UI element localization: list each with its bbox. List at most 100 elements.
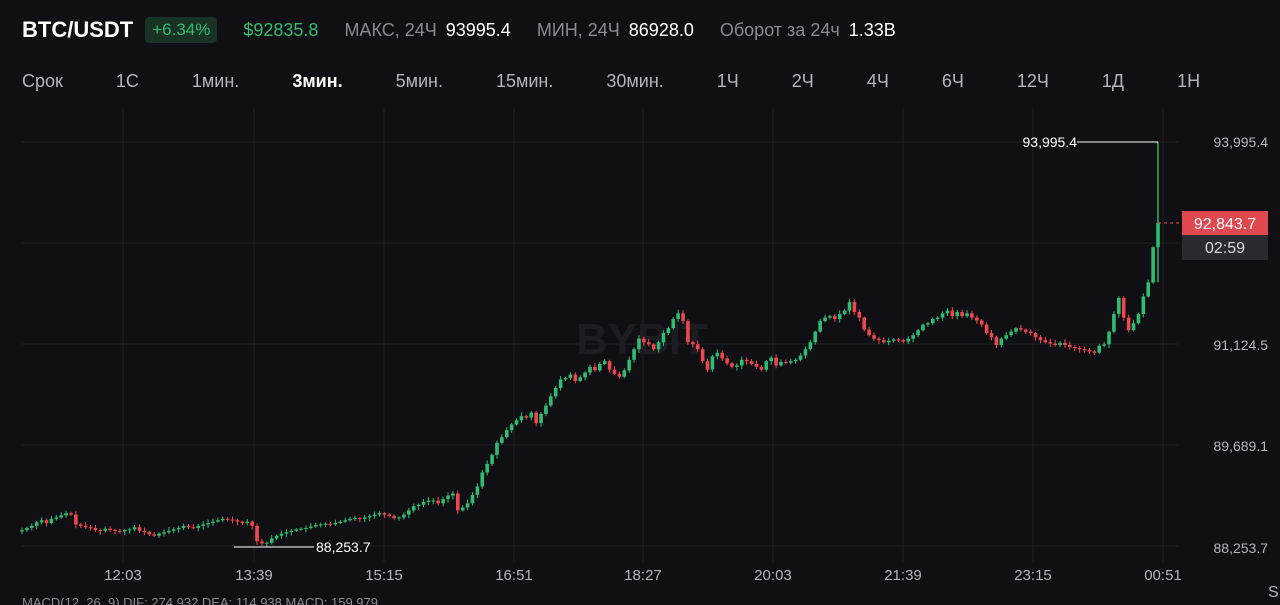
- candle-body: [666, 328, 671, 334]
- candle-body: [906, 338, 911, 342]
- candle-body: [137, 527, 142, 531]
- candle-body: [74, 514, 78, 525]
- y-tick-label: 89,689.1: [1214, 438, 1269, 454]
- candle-body: [1068, 345, 1072, 348]
- candle-body: [88, 527, 93, 529]
- low-24h-label: МИН, 24Ч: [536, 19, 620, 40]
- interval-1s[interactable]: 1С: [115, 70, 139, 91]
- candle-body: [59, 515, 63, 518]
- candle-body: [979, 320, 984, 325]
- interval-12h[interactable]: 12Ч: [1016, 70, 1049, 91]
- candle-body: [333, 523, 338, 525]
- candle-body: [612, 369, 617, 374]
- interval-1d[interactable]: 1Д: [1101, 70, 1125, 91]
- candle-body: [93, 527, 98, 531]
- candle-body: [436, 500, 441, 504]
- candle-body: [593, 366, 597, 371]
- interval-3m[interactable]: 3мин.: [292, 70, 343, 91]
- interval-1w[interactable]: 1Н: [1177, 70, 1201, 91]
- interval-30m[interactable]: 30мин.: [606, 70, 664, 91]
- markers: 93,995.4 88,253.7: [234, 134, 1182, 555]
- high-marker-label: 93,995.4: [1023, 134, 1078, 150]
- price-axis[interactable]: 92,843.7 02:59 93,995.4 91,124.5 89,689.1 88,…: [1182, 134, 1268, 556]
- candle-body: [279, 533, 284, 536]
- candle-body: [69, 513, 73, 515]
- candle-body: [568, 374, 573, 379]
- candle-body: [1092, 351, 1097, 353]
- candle-body: [201, 524, 205, 526]
- interval-1m[interactable]: 1мин.: [191, 70, 240, 91]
- candle-body: [25, 527, 29, 531]
- candle-body: [44, 520, 49, 524]
- candle-body: [455, 493, 460, 511]
- candle-body: [98, 530, 103, 532]
- candle-body: [245, 521, 250, 524]
- settings-corner[interactable]: S: [1268, 584, 1279, 601]
- chart-grid: [22, 108, 1178, 562]
- pair-title[interactable]: BTC/USDT: [22, 17, 134, 42]
- interval-15m[interactable]: 15мин.: [495, 70, 554, 91]
- candle-body: [705, 361, 710, 370]
- candle-body: [367, 516, 372, 518]
- candle-body: [818, 321, 822, 332]
- x-tick-label: 12:03: [104, 567, 142, 584]
- candle-body: [1146, 282, 1151, 297]
- x-tick-label: 16:51: [495, 567, 533, 584]
- candle-body: [1038, 337, 1043, 341]
- candle-body: [691, 342, 695, 345]
- y-tick-label: 93,995.4: [1214, 134, 1269, 150]
- candle-body: [382, 513, 387, 515]
- interval-2h[interactable]: 2Ч: [791, 70, 814, 91]
- x-tick-label: 21:39: [884, 567, 922, 584]
- candle-body: [881, 340, 886, 343]
- candle-body: [328, 523, 333, 525]
- candle-body: [485, 463, 489, 473]
- candle-body: [837, 314, 842, 319]
- candle-body: [225, 518, 230, 520]
- interval-4h[interactable]: 4Ч: [866, 70, 889, 91]
- candle-body: [916, 330, 920, 336]
- candle-body: [113, 530, 117, 532]
- candle-body: [118, 530, 122, 532]
- candle-body: [700, 349, 705, 362]
- candle-body: [930, 318, 935, 324]
- interval-6h[interactable]: 6Ч: [941, 70, 964, 91]
- candle-body: [34, 522, 39, 526]
- price-chart[interactable]: BYBIT 93,995.4 88,253.7 92,843.7 02:59 93,9…: [0, 108, 1280, 588]
- candle-body: [695, 344, 700, 350]
- candle-body: [627, 359, 631, 371]
- candle-body: [607, 361, 612, 370]
- candle-body: [940, 313, 945, 318]
- candle-body: [123, 530, 127, 532]
- candle-body: [103, 528, 108, 531]
- candle-body: [960, 311, 964, 317]
- candle-body: [514, 420, 519, 425]
- candle-body: [553, 387, 558, 397]
- candle-body: [269, 538, 274, 543]
- y-tick-label: 91,124.5: [1214, 337, 1269, 353]
- candle-body: [984, 324, 989, 334]
- candle-body: [132, 527, 137, 530]
- ticker-header: BTC/USDT +6.34% $92835.8 МАКС, 24Ч 93995…: [22, 14, 922, 46]
- interval-1h[interactable]: 1Ч: [716, 70, 739, 91]
- candle-body: [255, 525, 259, 542]
- candle-body: [171, 529, 176, 531]
- candle-body: [872, 335, 876, 339]
- candle-body: [867, 329, 871, 336]
- interval-5m[interactable]: 5мин.: [395, 70, 443, 91]
- candle-body: [240, 521, 245, 524]
- candle-body: [1033, 333, 1038, 338]
- candle-body: [480, 472, 485, 487]
- candle-body: [847, 302, 852, 311]
- countdown-label: 02:59: [1205, 240, 1245, 257]
- candle-body: [1004, 335, 1009, 339]
- candle-body: [274, 535, 279, 539]
- candle-body: [896, 339, 901, 341]
- candle-body: [49, 518, 54, 524]
- candle-body: [808, 342, 813, 350]
- candle-body: [186, 525, 191, 528]
- candle-body: [211, 521, 215, 524]
- turnover-24h-value: 1.33B: [848, 19, 896, 40]
- countdown-tag: [1182, 235, 1268, 261]
- time-axis[interactable]: 12:03 13:39 15:15 16:51 18:27 20:03 21:39 23:15…: [104, 567, 1182, 584]
